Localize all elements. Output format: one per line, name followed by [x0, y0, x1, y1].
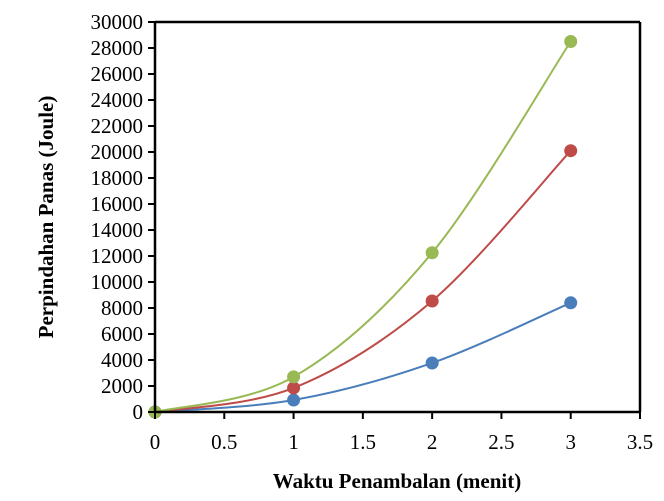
axes-layer: 0200040006000800010000120001400016000180… — [91, 10, 654, 454]
series-line-1 — [154, 301, 572, 413]
data-point-series-1 — [287, 393, 301, 407]
data-point-series-3 — [564, 35, 578, 48]
x-tick-label: 2.5 — [488, 430, 514, 454]
y-tick-label: 0 — [133, 400, 144, 424]
x-tick-label: 1.5 — [350, 430, 376, 454]
x-tick-label: 3.5 — [627, 430, 653, 454]
x-axis-title: Waktu Penambalan (menit) — [273, 469, 522, 493]
x-tick-label: 1 — [288, 430, 299, 454]
y-axis-title: Perpindahan Panas (Joule) — [34, 96, 58, 339]
y-tick-label: 2000 — [101, 374, 143, 398]
y-tick-label: 16000 — [91, 192, 144, 216]
y-tick-label: 30000 — [91, 10, 144, 34]
data-point-series-1 — [425, 356, 439, 370]
y-tick-label: 20000 — [91, 140, 144, 164]
data-point-series-3 — [425, 246, 439, 260]
y-tick-label: 24000 — [91, 88, 144, 112]
data-point-series-3 — [287, 370, 301, 384]
series-line-2 — [154, 150, 572, 413]
y-tick-label: 10000 — [91, 270, 144, 294]
data-point-series-1 — [564, 296, 578, 310]
y-tick-label: 4000 — [101, 348, 143, 372]
series-line-3 — [154, 40, 572, 413]
y-tick-label: 12000 — [91, 244, 144, 268]
x-tick-label: 3 — [565, 430, 576, 454]
data-point-series-2 — [425, 294, 439, 308]
y-tick-label: 14000 — [91, 218, 144, 242]
data-point-series-2 — [564, 144, 578, 158]
y-tick-label: 26000 — [91, 62, 144, 86]
y-tick-label: 6000 — [101, 322, 143, 346]
data-point-series-2 — [287, 381, 301, 395]
y-tick-label: 28000 — [91, 36, 144, 60]
series-layer — [148, 35, 578, 419]
x-tick-label: 0.5 — [211, 430, 237, 454]
y-tick-label: 8000 — [101, 296, 143, 320]
y-tick-label: 22000 — [91, 114, 144, 138]
y-tick-label: 18000 — [91, 166, 144, 190]
x-tick-label: 2 — [427, 430, 438, 454]
x-tick-label: 0 — [150, 430, 161, 454]
